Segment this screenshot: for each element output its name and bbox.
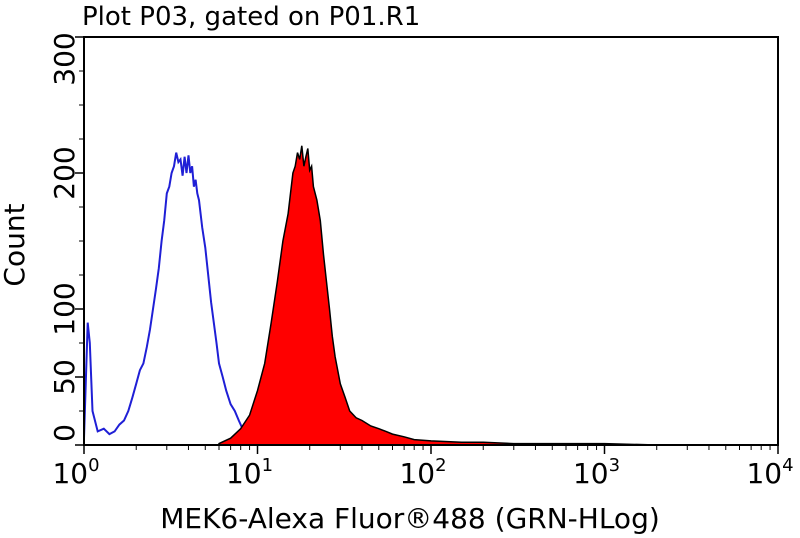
- x-tick-label: 104: [746, 455, 793, 490]
- series-layer: [83, 145, 657, 446]
- y-tick-label: 100: [48, 282, 81, 335]
- plot-title: Plot P03, gated on P01.R1: [82, 2, 420, 32]
- x-axis: 100 101 102 103 104: [52, 445, 794, 490]
- y-axis: 0 50 100 200 300: [48, 32, 84, 446]
- x-tick-label: 101: [226, 455, 273, 490]
- series-filled-histogram: [218, 145, 657, 446]
- series-outline-histogram: [83, 152, 258, 444]
- plot-frame: [83, 36, 779, 446]
- x-tick-label: 103: [573, 455, 620, 490]
- x-tick-label: 100: [52, 455, 99, 490]
- y-axis-title: Count: [0, 203, 31, 286]
- y-tick-label: 300: [48, 32, 81, 85]
- y-tick-label: 200: [48, 146, 81, 199]
- y-tick-label: 50: [48, 359, 81, 395]
- y-tick-label: 0: [48, 424, 81, 442]
- x-tick-label: 102: [399, 455, 446, 490]
- x-axis-title: MEK6-Alexa Fluor®488 (GRN-HLog): [160, 502, 660, 535]
